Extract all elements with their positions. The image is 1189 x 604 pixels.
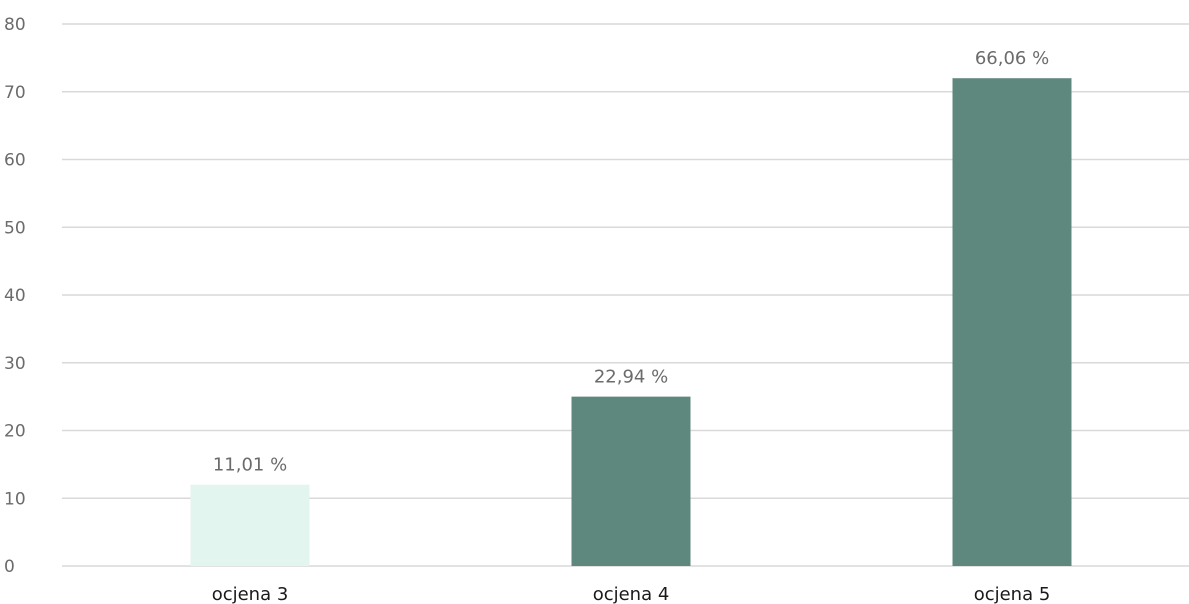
y-tick-label: 50 [4,218,26,238]
bar [571,396,691,566]
data-label: 22,94 % [594,367,668,388]
y-tick-label: 40 [4,286,26,306]
bar [952,78,1072,566]
bars [190,78,1072,566]
x-axis-ticks: ocjena 3 ocjena 4 ocjena 5 [212,584,1051,604]
y-tick-label: 60 [4,151,26,171]
y-tick-label: 0 [4,557,15,577]
data-label: 11,01 % [213,455,287,476]
y-tick-label: 20 [4,422,26,442]
y-axis-ticks: 0 10 20 30 40 50 60 70 80 [4,15,26,577]
data-labels: 11,01 % 22,94 % 66,06 % [213,48,1049,476]
y-tick-label: 70 [4,83,26,103]
y-tick-label: 30 [4,354,26,374]
bar [190,484,310,566]
x-tick-label: ocjena 3 [212,584,289,604]
y-tick-label: 80 [4,15,26,35]
data-label: 66,06 % [975,48,1049,69]
x-tick-label: ocjena 4 [593,584,670,604]
y-tick-label: 10 [4,489,26,509]
x-tick-label: ocjena 5 [974,584,1051,604]
